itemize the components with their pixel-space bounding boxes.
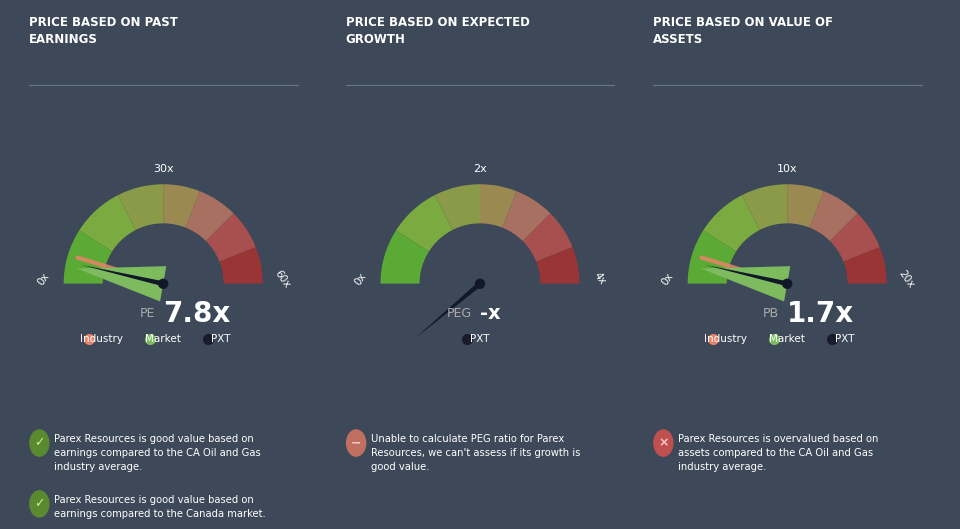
Circle shape [654,430,673,456]
Wedge shape [809,191,857,242]
Polygon shape [81,264,164,286]
Wedge shape [522,213,572,262]
Wedge shape [435,184,480,231]
Polygon shape [415,282,482,338]
Wedge shape [346,284,614,418]
Text: PRICE BASED ON EXPECTED
GROWTH: PRICE BASED ON EXPECTED GROWTH [346,16,530,46]
Wedge shape [829,213,879,262]
Polygon shape [701,266,790,302]
Wedge shape [118,184,163,231]
Polygon shape [705,264,788,286]
Text: 0x: 0x [36,271,52,287]
Wedge shape [79,195,136,252]
Text: 1.7x: 1.7x [787,299,854,327]
Text: Parex Resources is overvalued based on
assets compared to the CA Oil and Gas
ind: Parex Resources is overvalued based on a… [678,434,878,472]
Wedge shape [653,284,922,418]
Circle shape [728,224,847,343]
Text: ✓: ✓ [35,436,44,450]
Wedge shape [502,191,550,242]
Text: 30x: 30x [153,165,174,174]
Wedge shape [480,184,516,228]
Wedge shape [687,231,736,284]
Polygon shape [77,266,166,302]
Wedge shape [703,195,760,252]
Text: PEG: PEG [447,307,472,320]
Wedge shape [396,195,453,252]
Circle shape [158,279,168,288]
Text: ✓: ✓ [35,497,44,510]
Text: PB: PB [763,307,780,320]
Wedge shape [742,184,787,231]
Wedge shape [843,247,887,284]
Wedge shape [63,231,112,284]
Text: Unable to calculate PEG ratio for Parex
Resources, we can't assess if its growth: Unable to calculate PEG ratio for Parex … [371,434,580,472]
Text: 60x: 60x [273,268,292,289]
Wedge shape [219,247,263,284]
Text: 2x: 2x [473,165,487,174]
Circle shape [475,279,485,288]
Text: PE: PE [140,307,156,320]
Text: 10x: 10x [777,165,798,174]
Text: Parex Resources is good value based on
earnings compared to the CA Oil and Gas
i: Parex Resources is good value based on e… [54,434,260,472]
Wedge shape [29,284,298,418]
Text: Parex Resources is good value based on
earnings compared to the Canada market.: Parex Resources is good value based on e… [54,495,266,518]
Circle shape [104,224,223,343]
Text: 4x: 4x [591,271,608,287]
Wedge shape [536,247,580,284]
Text: 0x: 0x [353,271,369,287]
Circle shape [782,279,792,288]
Text: 0x: 0x [660,271,676,287]
Circle shape [30,491,49,517]
Text: PXT: PXT [835,334,854,343]
Text: PRICE BASED ON PAST
EARNINGS: PRICE BASED ON PAST EARNINGS [29,16,178,46]
Text: 7.8x: 7.8x [163,299,230,327]
Wedge shape [787,184,824,228]
Text: PRICE BASED ON VALUE OF
ASSETS: PRICE BASED ON VALUE OF ASSETS [653,16,833,46]
Text: ×: × [659,436,668,450]
Text: Market: Market [769,334,805,343]
Text: Industry: Industry [80,334,123,343]
Text: -x: -x [480,304,500,323]
Text: 20x: 20x [897,268,916,289]
Text: −: − [351,436,361,450]
Wedge shape [163,184,200,228]
Circle shape [30,430,49,456]
Text: Industry: Industry [704,334,747,343]
Wedge shape [205,213,255,262]
Circle shape [420,224,540,343]
Text: Market: Market [145,334,181,343]
Wedge shape [185,191,233,242]
Text: PXT: PXT [211,334,230,343]
Wedge shape [380,231,429,284]
Circle shape [347,430,366,456]
Text: PXT: PXT [470,334,490,343]
